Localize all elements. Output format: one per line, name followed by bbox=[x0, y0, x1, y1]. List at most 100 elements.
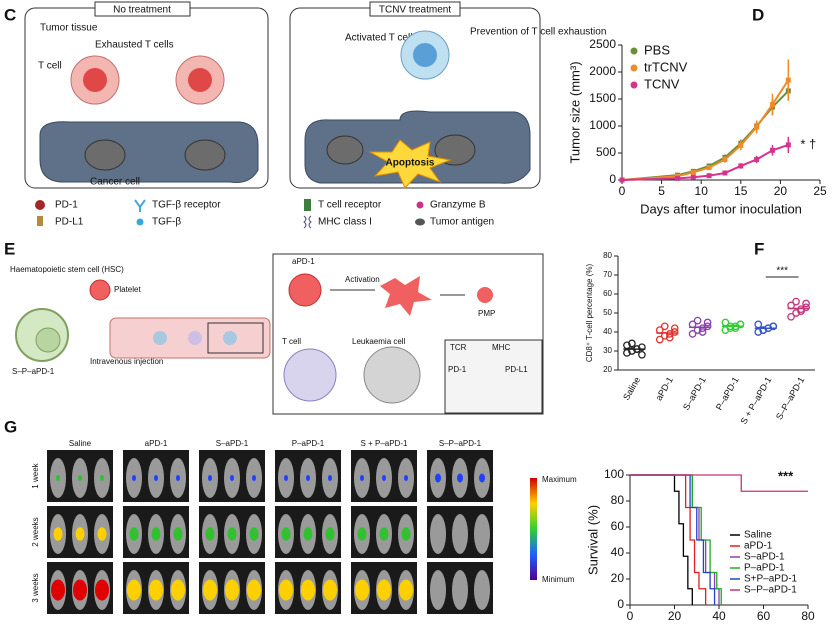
label: aPD-1 bbox=[292, 257, 315, 266]
nucleus bbox=[35, 327, 61, 353]
signal bbox=[377, 579, 391, 601]
y-tick-label: 80 bbox=[603, 251, 612, 260]
point bbox=[670, 328, 679, 336]
point bbox=[655, 335, 664, 344]
marker bbox=[769, 101, 775, 107]
survival-line bbox=[630, 474, 707, 605]
y-tick-label: 0 bbox=[609, 172, 616, 186]
point bbox=[638, 350, 646, 359]
label: MHC bbox=[492, 343, 510, 352]
signal bbox=[56, 475, 60, 481]
point bbox=[698, 324, 707, 333]
point bbox=[670, 324, 679, 333]
signal bbox=[176, 475, 180, 481]
column-label: S–P–aPD-1 bbox=[439, 439, 482, 448]
legend-label: TGF-β bbox=[152, 217, 181, 228]
signal bbox=[301, 579, 315, 601]
x-tick-label: 40 bbox=[712, 609, 726, 623]
signal bbox=[382, 475, 386, 481]
point bbox=[628, 347, 636, 355]
panel-label: E bbox=[4, 239, 15, 258]
legend-icon bbox=[416, 201, 424, 209]
signal bbox=[435, 473, 441, 483]
cell bbox=[223, 331, 237, 345]
point bbox=[665, 330, 674, 338]
label: PD-1 bbox=[448, 365, 467, 374]
signal bbox=[73, 579, 87, 601]
signal bbox=[151, 527, 161, 541]
legend-icon bbox=[304, 199, 311, 211]
signal bbox=[53, 527, 63, 541]
marker bbox=[706, 173, 712, 179]
signal bbox=[479, 473, 485, 483]
survival-line bbox=[630, 474, 693, 605]
marker bbox=[785, 77, 791, 83]
point bbox=[736, 320, 745, 329]
legend-label: trTCNV bbox=[644, 59, 688, 74]
marker bbox=[690, 174, 696, 180]
signal bbox=[355, 579, 369, 601]
y-axis-label: CD8⁺ T-cell percentage (%) bbox=[585, 264, 594, 363]
legend-icon bbox=[303, 215, 312, 229]
signal bbox=[279, 579, 293, 601]
colorbar-label: Maximum bbox=[542, 475, 577, 484]
signal bbox=[325, 527, 335, 541]
box-title-bg bbox=[369, 1, 461, 17]
signal bbox=[281, 527, 291, 541]
x-tick-label: 80 bbox=[801, 609, 815, 623]
y-tick-label: 20 bbox=[611, 571, 625, 585]
panel-label: F bbox=[754, 239, 764, 258]
annotation: *** bbox=[776, 266, 788, 277]
legend-label: S–P–aPD-1 bbox=[744, 585, 797, 596]
point bbox=[688, 330, 697, 338]
label: Intravenous injection bbox=[90, 357, 163, 366]
nucleus bbox=[184, 139, 226, 171]
mouse bbox=[452, 570, 468, 610]
label: PMP bbox=[478, 309, 495, 318]
signal bbox=[379, 527, 389, 541]
mouse bbox=[474, 570, 490, 610]
x-tick-label: 60 bbox=[757, 609, 771, 623]
y-tick-label: 60 bbox=[611, 519, 625, 533]
label: Haematopoietic stem cell (HSC) bbox=[10, 265, 124, 274]
label: PD-L1 bbox=[505, 365, 528, 374]
panel-e: Haematopoietic stem cell (HSC) Platelet … bbox=[10, 253, 544, 415]
signal bbox=[306, 475, 310, 481]
panel-label: G bbox=[4, 417, 17, 436]
label: Tumor tissue bbox=[40, 23, 98, 34]
y-tick-label: 2000 bbox=[589, 64, 616, 78]
signal bbox=[173, 527, 183, 541]
signal bbox=[205, 527, 215, 541]
signal bbox=[249, 527, 259, 541]
point bbox=[638, 343, 646, 352]
t-cell bbox=[283, 348, 337, 402]
zoom-box bbox=[207, 322, 264, 354]
signal bbox=[227, 527, 237, 541]
x-axis-label: Day bbox=[707, 626, 731, 629]
signal bbox=[97, 527, 107, 541]
signal bbox=[129, 527, 139, 541]
mouse bbox=[474, 514, 490, 554]
legend-label: MHC class I bbox=[318, 217, 372, 228]
legend-label: TGF-β receptor bbox=[152, 200, 221, 211]
signal bbox=[149, 579, 163, 601]
y-tick-label: 500 bbox=[596, 145, 616, 159]
point bbox=[731, 324, 740, 333]
x-tick-label: 20 bbox=[774, 184, 788, 198]
column-label: aPD-1 bbox=[145, 439, 168, 448]
marker bbox=[754, 156, 760, 162]
annotation: *** bbox=[778, 468, 794, 483]
point bbox=[665, 333, 674, 342]
y-axis-label: Tumor size (mm³) bbox=[567, 61, 582, 163]
label: Apoptosis bbox=[386, 158, 435, 169]
signal bbox=[303, 527, 313, 541]
marker bbox=[785, 142, 791, 148]
y-tick-label: 40 bbox=[611, 545, 625, 559]
column-label: P–aPD-1 bbox=[292, 439, 325, 448]
signal bbox=[171, 579, 185, 601]
box-title: No treatment bbox=[113, 5, 171, 16]
signal bbox=[208, 475, 212, 481]
y-tick-label: 80 bbox=[611, 493, 625, 507]
row-label: 2 weeks bbox=[31, 517, 40, 546]
